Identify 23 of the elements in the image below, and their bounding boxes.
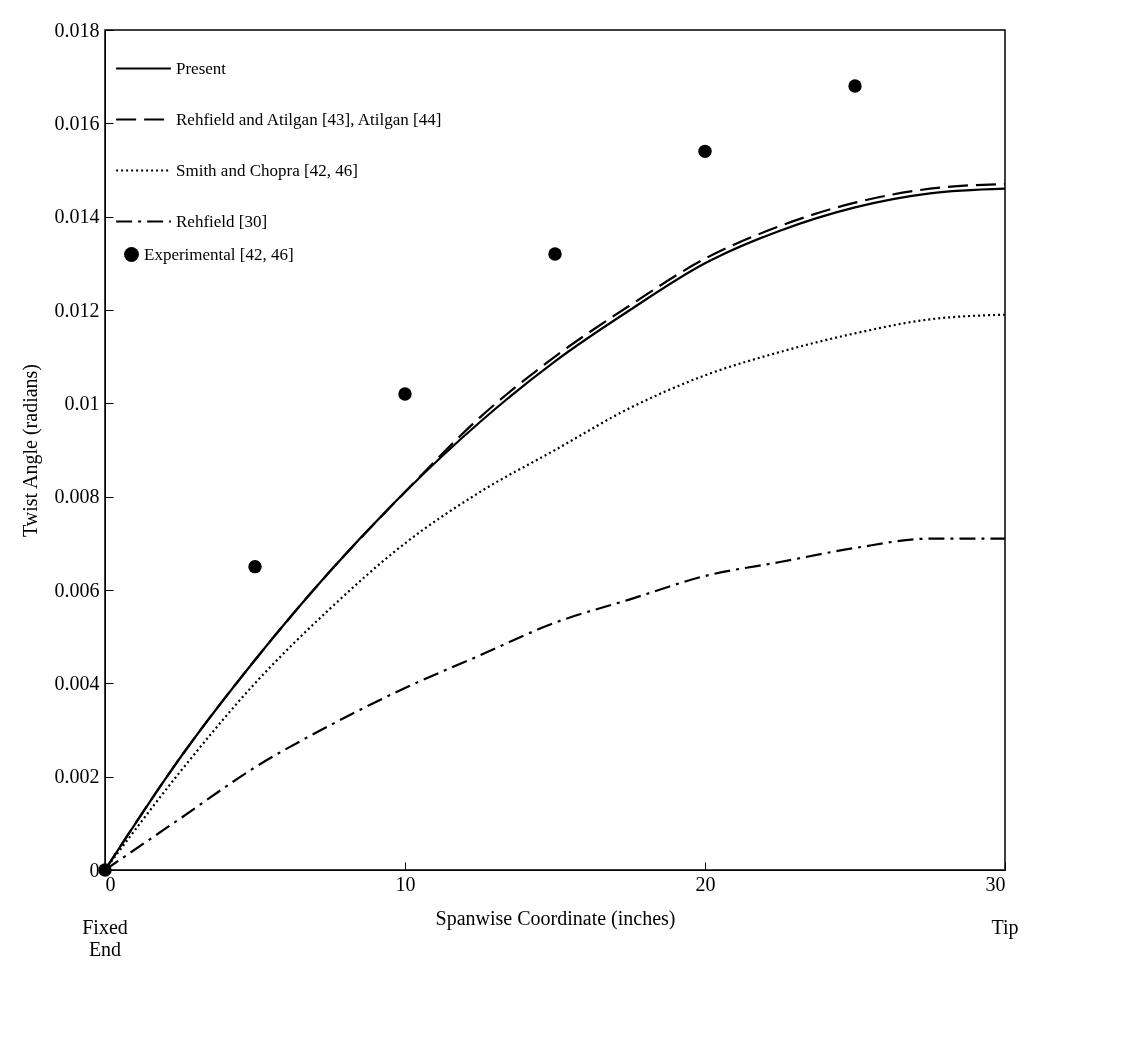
text: Fixed End: [82, 916, 128, 960]
legend-label: Experimental [42, 46]: [144, 244, 294, 264]
x-tick-label: 10: [395, 872, 416, 895]
legend-label: Rehfield and Atilgan [43], Atilgan [44]: [176, 109, 442, 129]
x-tick-label: 30: [985, 872, 1006, 895]
y-tick-label: 0.008: [54, 485, 100, 508]
legend-label: Present: [176, 58, 227, 78]
y-axis-title: Twist Angle (radians): [18, 363, 42, 538]
y-tick-label: 0.002: [54, 765, 100, 788]
legend-label: Smith and Chopra [42, 46]: [176, 160, 358, 180]
y-tick-label: 0.004: [54, 671, 100, 694]
y-tick-label: 0.016: [54, 111, 100, 134]
y-tick-label: 0.014: [54, 205, 100, 228]
text: Tip: [991, 916, 1019, 939]
x-tick-label: 0: [105, 872, 116, 895]
y-tick-label: 0.01: [64, 391, 100, 414]
x-tick-label: 20: [695, 872, 716, 895]
x-axis-title: Spanwise Coordinate (inches): [435, 906, 676, 930]
y-tick-label: 0: [89, 858, 100, 881]
y-tick-label: 0.006: [54, 578, 100, 601]
legend-label: Rehfield [30]: [176, 211, 268, 231]
y-tick-label: 0.018: [54, 18, 100, 41]
y-tick-label: 0.012: [54, 298, 100, 321]
